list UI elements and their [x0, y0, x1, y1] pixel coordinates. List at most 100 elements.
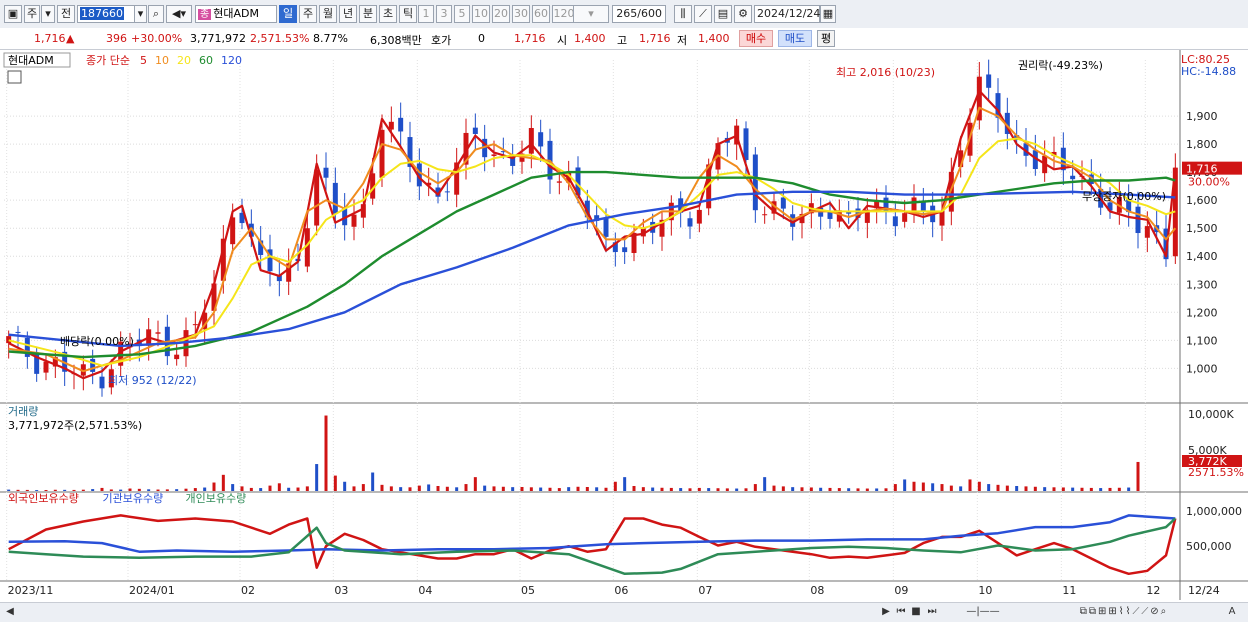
first-icon[interactable]: ⏮	[896, 606, 906, 617]
volume-bar	[828, 487, 832, 491]
candle-body	[510, 157, 516, 166]
volume-bar	[63, 489, 67, 491]
volume-bar	[847, 488, 851, 491]
candle-body	[379, 129, 385, 178]
volume-bar	[977, 481, 981, 491]
volume-bar	[445, 486, 449, 491]
candle-body	[827, 211, 833, 219]
calendar-icon[interactable]: ▦	[820, 5, 836, 23]
interval-3-button[interactable]: 3	[436, 5, 452, 23]
volume-bar	[660, 487, 664, 491]
scroll-left-icon[interactable]: ◀	[6, 606, 14, 617]
dividend-annotation: 배당락(0.00%)	[60, 335, 134, 348]
volume-bar	[193, 488, 197, 491]
high-label: 고	[617, 34, 628, 47]
volume-bar	[231, 484, 235, 491]
eval-button[interactable]: 평	[817, 30, 835, 47]
volume-bar	[679, 488, 683, 491]
volume-bar	[949, 485, 953, 491]
volume-bar	[25, 489, 29, 491]
candle-body	[603, 218, 609, 237]
buy-button[interactable]: 매수	[739, 30, 773, 47]
volume-bar	[940, 484, 944, 491]
hoga-label: 호가	[431, 34, 452, 47]
scroll-right-icon[interactable]: ▶	[882, 606, 890, 617]
gear-icon[interactable]: ⚙	[734, 5, 752, 23]
volume-bar	[371, 472, 375, 491]
volume-bar	[165, 489, 169, 491]
x-tick-label: 12	[1146, 584, 1160, 597]
candle-body	[799, 213, 805, 224]
period-2-button[interactable]: 월	[319, 5, 337, 23]
x-tick-label: 10	[978, 584, 992, 597]
x-tick-label: 05	[521, 584, 535, 597]
chevron-down-icon[interactable]: ▾	[41, 5, 55, 23]
legend-ma-10: 10	[155, 54, 169, 67]
draw-tool-icon[interactable]: ⟋	[694, 5, 712, 23]
zoom-slider[interactable]: —|——	[966, 606, 1000, 617]
volume-bars	[7, 415, 1140, 491]
chart-tools-icons[interactable]: ⧉⧉⊞⊞⌇⌇⟋⟋⊘⌕	[1079, 606, 1169, 617]
speaker-icon[interactable]: ◀▾	[166, 5, 192, 23]
high-price: 1,716	[639, 32, 671, 45]
price-tick-label: 1,100	[1186, 334, 1218, 347]
stock-code-input[interactable]: 187660	[77, 5, 135, 23]
interval-30-button[interactable]: 30	[512, 5, 530, 23]
interval-5-button[interactable]: 5	[454, 5, 470, 23]
interval-custom-field[interactable]: ▾	[573, 5, 609, 23]
candle-body	[24, 337, 30, 357]
volume-bar	[492, 486, 496, 491]
candle-body	[304, 228, 310, 267]
volume-bar	[968, 479, 972, 491]
horizontal-scrollbar[interactable]: ◀ ▶ ⏮ ■ ⏭ —|—— ⧉⧉⊞⊞⌇⌇⟋⟋⊘⌕ A	[0, 602, 1248, 622]
volume-title: 거래량	[8, 405, 38, 418]
period-type-button[interactable]: 주	[24, 5, 40, 23]
candle-body	[258, 240, 264, 255]
period-6-button[interactable]: 틱	[399, 5, 417, 23]
volume-bar	[352, 486, 356, 491]
volume-bar	[221, 474, 225, 491]
period-3-button[interactable]: 년	[339, 5, 357, 23]
period-4-button[interactable]: 분	[359, 5, 377, 23]
volume-bar	[716, 488, 720, 491]
save-icon[interactable]: ▤	[714, 5, 732, 23]
volume-pct: 2,571.53%	[250, 32, 310, 45]
stock-name-field[interactable]: 종 현대ADM	[195, 5, 277, 23]
volume-bar	[669, 487, 673, 491]
candle-body	[6, 336, 12, 344]
candle-body	[491, 154, 497, 156]
candle-body	[99, 376, 105, 389]
candle-body	[986, 74, 992, 88]
search-icon[interactable]: ⌕	[148, 5, 164, 23]
volume-bar	[473, 477, 477, 491]
investor-tick-label: 500,000	[1186, 540, 1232, 553]
interval-20-button[interactable]: 20	[492, 5, 510, 23]
period-1-button[interactable]: 주	[299, 5, 317, 23]
stop-icon[interactable]: ■	[911, 606, 921, 617]
high-annotation: 최고 2,016 (10/23)	[836, 66, 935, 79]
font-size-icon[interactable]: A	[1228, 606, 1236, 617]
stock-chart[interactable]: 1,0001,1001,2001,3001,4001,5001,6001,700…	[0, 50, 1248, 603]
date-field[interactable]: 2024/12/24	[754, 5, 820, 23]
candle-body	[276, 274, 282, 282]
candle-body	[90, 358, 96, 372]
last-icon[interactable]: ⏭	[927, 606, 937, 617]
interval-10-button[interactable]: 10	[472, 5, 490, 23]
stock-name: 현대ADM	[213, 7, 259, 20]
range-field[interactable]: 265/600	[612, 5, 666, 23]
period-5-button[interactable]: 초	[379, 5, 397, 23]
interval-1-button[interactable]: 1	[418, 5, 434, 23]
interval-60-button[interactable]: 60	[532, 5, 550, 23]
volume-bar	[464, 484, 468, 491]
sell-button[interactable]: 매도	[778, 30, 812, 47]
candle-type-icon[interactable]: ⫼	[674, 5, 692, 23]
code-dropdown-icon[interactable]: ▾	[134, 5, 147, 23]
candle-body	[52, 357, 58, 367]
candle-body	[248, 223, 254, 237]
bonus-annotation: 무상증자(0.00%)	[1082, 190, 1166, 203]
period-0-button[interactable]: 일	[279, 5, 297, 23]
prev-button[interactable]: 전	[57, 5, 75, 23]
volume-bar	[1043, 487, 1047, 491]
layout-icon[interactable]: ▣	[4, 5, 22, 23]
